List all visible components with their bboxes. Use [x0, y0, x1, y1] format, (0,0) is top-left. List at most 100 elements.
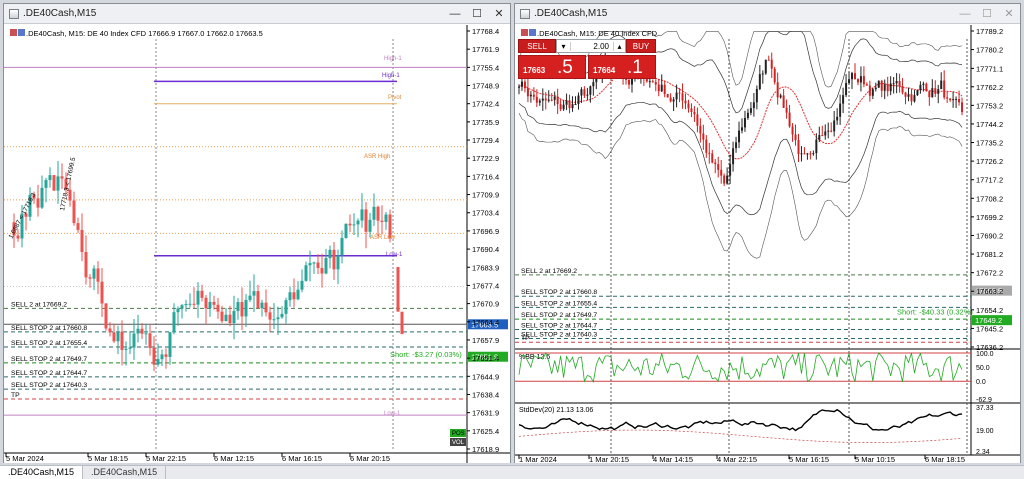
order-label: TP	[11, 392, 20, 399]
candle-body	[958, 98, 961, 103]
candle-body	[630, 77, 633, 85]
candle-body	[880, 80, 883, 91]
candle-body	[868, 85, 871, 96]
chart-marker-icon	[18, 29, 25, 36]
stddev-tick-label: 2.34	[976, 449, 990, 456]
candle-body	[779, 95, 782, 98]
candle-body	[140, 328, 144, 334]
candle-body	[919, 84, 922, 91]
candle-body	[797, 139, 800, 154]
y-tick-label: 17699.2	[976, 213, 1003, 222]
y-tick-label: 17735.2	[976, 139, 1003, 148]
close-icon[interactable]: ✕	[494, 8, 504, 20]
y-tick-label: 17651.4	[472, 354, 499, 363]
candle-body	[758, 74, 761, 89]
window-titlebar[interactable]: .DE40Cash,M15 — ☐ ✕	[515, 4, 1020, 24]
candle-body	[904, 92, 907, 97]
candle-body	[356, 220, 360, 225]
candle-body	[96, 268, 100, 282]
candle-body	[92, 268, 96, 279]
x-tick-label: 5 Mar 22:15	[146, 454, 186, 463]
chart-window-icon	[520, 8, 530, 19]
candle-body	[144, 333, 148, 335]
chevron-up-icon[interactable]: ▴	[613, 41, 625, 51]
y-tick-label: 17708.2	[976, 194, 1003, 203]
y-tick-label: 17703.4	[472, 209, 499, 218]
candle-body	[898, 81, 901, 87]
close-icon[interactable]: ✕	[1004, 8, 1014, 20]
buy-price-pips: .1	[627, 57, 643, 78]
minimize-icon[interactable]: —	[449, 7, 461, 20]
x-tick-label: 6 Mar 16:15	[282, 454, 322, 463]
y-tick-label: 17709.9	[472, 191, 499, 200]
candle-body	[272, 319, 276, 321]
candle-body	[388, 214, 392, 239]
order-label: SELL STOP 2 at 17640.3	[521, 332, 597, 339]
candle-body	[16, 235, 20, 239]
one-click-trading-panel: SELL ▾ 2.00 ▴ BUY 17663 .5 17664 .1	[518, 39, 656, 85]
candle-body	[376, 206, 380, 221]
candle-body	[236, 302, 240, 312]
tab-chart-2[interactable]: .DE40Cash,M15	[83, 466, 167, 479]
chevron-down-icon[interactable]: ▾	[557, 41, 571, 51]
y-tick-label: 17664.4	[472, 318, 499, 327]
candle-body	[889, 83, 892, 92]
candle-body	[304, 265, 308, 281]
sell-price-button[interactable]: 17663 .5	[518, 55, 586, 79]
candle-body	[696, 114, 699, 126]
candle-body	[280, 313, 284, 318]
candle-body	[764, 59, 767, 74]
y-tick-label: 17625.4	[472, 427, 499, 436]
candle-body	[794, 134, 797, 140]
lot-size-input[interactable]: ▾ 2.00 ▴	[556, 39, 626, 53]
candle-body	[380, 220, 384, 222]
y-tick-label: 17771.1	[976, 64, 1003, 73]
candle-body	[252, 291, 256, 296]
candle-body	[240, 302, 244, 317]
candle-body	[767, 59, 770, 61]
bollinger-lower	[518, 102, 963, 216]
candle-body	[955, 98, 958, 100]
candle-body	[761, 73, 764, 75]
candle-body	[547, 99, 550, 101]
y-tick-label: 17716.4	[472, 172, 499, 181]
candle-body	[148, 333, 152, 348]
candle-body	[160, 354, 164, 360]
candle-body	[705, 139, 708, 153]
candle-body	[871, 89, 874, 96]
candlestick-chart[interactable]: .DE40Cash, M15: DE 40 Index CFD 17666.9 …	[4, 25, 510, 463]
candlestick-chart[interactable]: .DE40Cash, M15: DE 40 Index CFD SELL 2 at…	[515, 25, 1020, 464]
x-tick-label: 5 Mar 18:15	[88, 454, 128, 463]
pos-badge: POS	[452, 431, 465, 437]
minimize-icon[interactable]: —	[959, 7, 971, 20]
stddev-label: StdDev(20) 21.13 13.06	[519, 407, 593, 414]
candle-body	[669, 97, 672, 102]
chart-info: .DE40Cash, M15: DE 40 Index CFD 17666.9 …	[26, 29, 263, 38]
candle-body	[913, 95, 916, 102]
buy-price-button[interactable]: 17664 .1	[588, 55, 656, 79]
candle-body	[672, 99, 675, 102]
maximize-icon[interactable]: ☐	[472, 8, 482, 20]
candle-body	[192, 303, 196, 305]
candle-body	[532, 94, 535, 97]
candle-body	[400, 311, 404, 335]
candle-body	[684, 100, 687, 104]
candle-body	[910, 94, 913, 102]
sell-button[interactable]: SELL	[518, 39, 556, 53]
candle-body	[120, 331, 124, 350]
candle-body	[124, 348, 128, 350]
short-tag: 17651.9	[471, 353, 498, 362]
candle-body	[44, 180, 48, 188]
order-label: SELL STOP 2 at 17660.8	[11, 325, 87, 332]
chart-marker-icon	[10, 29, 17, 36]
candle-body	[723, 175, 726, 184]
y-tick-label: 17696.9	[472, 227, 499, 236]
candle-body	[657, 84, 660, 92]
y-tick-label: 17780.2	[976, 46, 1003, 55]
candle-body	[791, 126, 794, 135]
tab-chart-1[interactable]: .DE40Cash,M15	[0, 466, 84, 479]
window-titlebar[interactable]: .DE40Cash,M15 — ☐ ✕	[4, 4, 510, 24]
maximize-icon[interactable]: ☐	[982, 8, 992, 20]
buy-button[interactable]: BUY	[626, 39, 656, 53]
y-tick-label: 17657.9	[472, 336, 499, 345]
